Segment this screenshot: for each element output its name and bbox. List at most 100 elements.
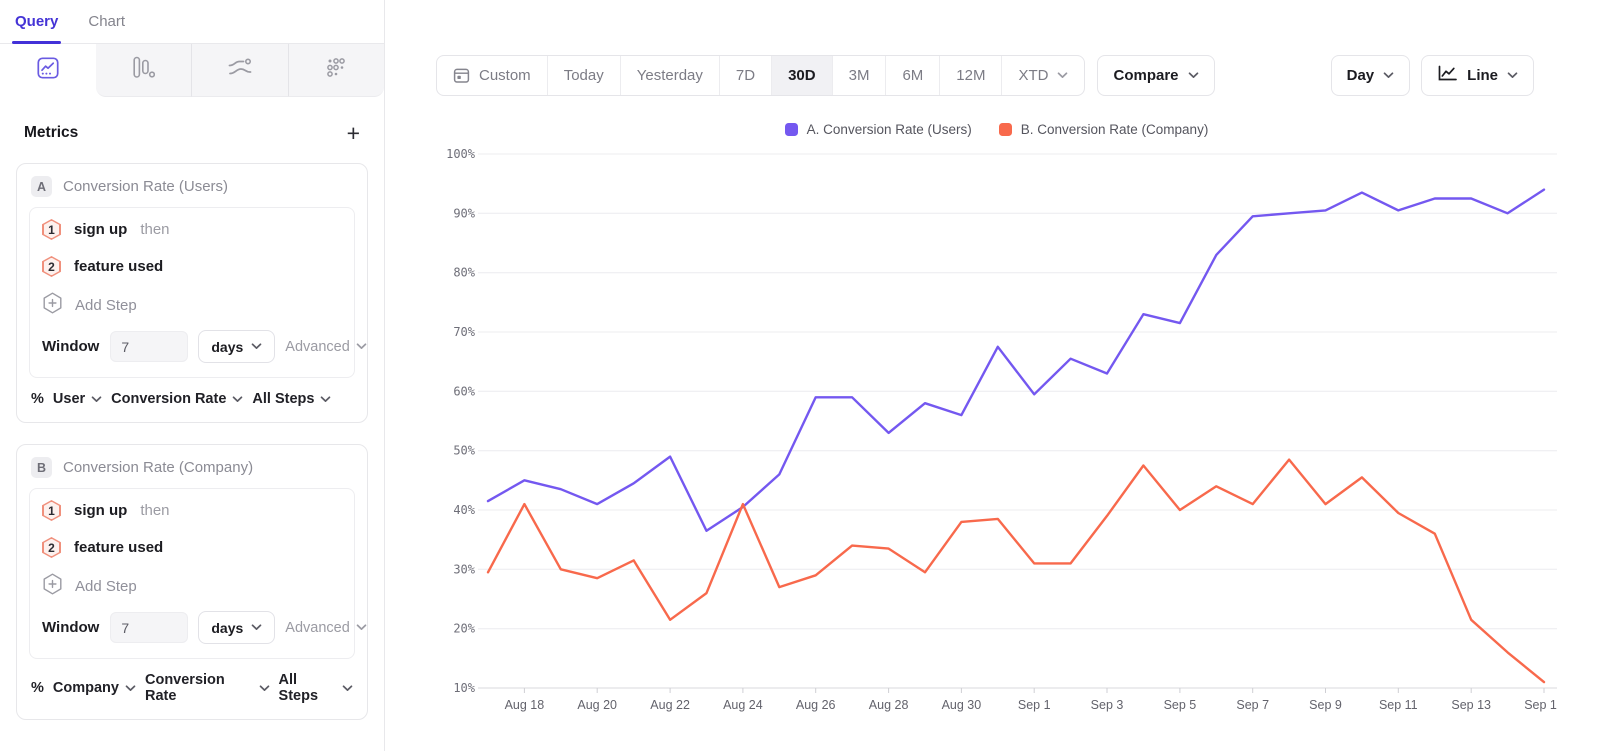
svg-text:Aug 28: Aug 28 [869,698,909,712]
measure-row: % Company Conversion Rate All Steps [17,659,367,719]
range-custom[interactable]: Custom [437,56,547,95]
counting-entity-select[interactable]: Company [53,680,136,696]
funnel-step[interactable]: 1 sign up then [42,492,342,529]
window-unit-select[interactable]: days [198,330,276,363]
svg-text:Sep 7: Sep 7 [1236,698,1269,712]
range-7d[interactable]: 7D [718,56,771,95]
add-step-button[interactable]: Add Step [42,285,342,326]
tab-retention[interactable] [287,44,384,97]
svg-text:Sep 13: Sep 13 [1451,698,1491,712]
funnels-bars-icon [131,56,156,84]
funnel-step[interactable]: 2 feature used [42,248,342,285]
chevron-down-icon [251,343,262,349]
range-12m[interactable]: 12M [939,56,1001,95]
legend-label: A. Conversion Rate (Users) [806,122,972,137]
tab-funnels[interactable] [95,44,191,97]
window-value-input[interactable] [110,331,189,362]
percent-symbol: % [31,391,44,407]
svg-text:30%: 30% [453,562,475,576]
svg-text:10%: 10% [453,681,475,695]
svg-text:Sep 5: Sep 5 [1164,698,1197,712]
steps-scope-select[interactable]: All Steps [279,672,353,704]
svg-text:Aug 18: Aug 18 [505,698,545,712]
svg-text:60%: 60% [453,384,475,398]
chart-toolbar: Custom Today Yesterday 7D 30D 3M 6M 12M XTD Comp… [385,55,1600,96]
step-number-badge: 2 [42,256,61,277]
svg-text:Aug 26: Aug 26 [796,698,836,712]
step-event-name[interactable]: sign up [74,502,128,519]
advanced-toggle[interactable]: Advanced [285,339,367,355]
window-unit-select[interactable]: days [198,611,276,644]
chevron-down-icon [356,624,367,630]
metrics-panel: Metrics + A Conversion Rate (Users) 1 si… [0,97,384,720]
metric-type-select[interactable]: Conversion Rate [145,672,270,704]
range-yesterday[interactable]: Yesterday [619,56,719,95]
chevron-down-icon [259,684,269,691]
step-event-name[interactable]: sign up [74,221,128,238]
chevron-down-icon [1383,72,1394,78]
chevron-down-icon [1188,72,1198,78]
window-value-input[interactable] [110,612,189,643]
hexagon-plus-icon [42,573,63,599]
sidebar-tab-bar: Query Chart [0,0,384,44]
legend-swatch [998,123,1012,136]
calendar-icon [453,68,470,83]
range-xtd[interactable]: XTD [1001,56,1084,95]
metric-title[interactable]: Conversion Rate (Company) [63,459,254,476]
range-3m[interactable]: 3M [831,56,886,95]
legend-item[interactable]: A. Conversion Rate (Users) [784,122,972,137]
chevron-down-icon [91,395,102,402]
funnel-steps-box: 1 sign up then 2 feature used Add Step [29,488,367,659]
svg-text:70%: 70% [453,325,475,339]
chevron-down-icon [125,684,136,691]
svg-text:Aug 22: Aug 22 [650,698,690,712]
funnel-step[interactable]: 1 sign up then [42,211,342,248]
chart-type-select[interactable]: Line [1421,55,1534,96]
chart-legend: A. Conversion Rate (Users) B. Conversion … [431,122,1562,137]
svg-text:Sep 11: Sep 11 [1379,698,1418,712]
step-number-badge: 2 [42,537,61,558]
add-metric-button[interactable]: + [346,120,360,146]
step-number-badge: 1 [42,219,61,240]
compare-button[interactable]: Compare [1097,55,1215,96]
metric-type-select[interactable]: Conversion Rate [111,391,243,407]
range-today[interactable]: Today [546,56,620,95]
tab-query[interactable]: Query [11,0,62,44]
window-label: Window [42,338,100,355]
svg-text:Sep 1: Sep 1 [1018,698,1051,712]
step-event-name[interactable]: feature used [74,258,164,275]
svg-text:Sep 9: Sep 9 [1309,698,1342,712]
granularity-select[interactable]: Day [1330,55,1411,96]
advanced-toggle[interactable]: Advanced [285,620,367,636]
step-number-badge: 1 [42,500,61,521]
metric-title[interactable]: Conversion Rate (Users) [63,178,229,195]
tab-insights[interactable] [0,44,96,97]
svg-text:20%: 20% [453,622,475,636]
step-connector-label: then [140,502,170,519]
range-30d[interactable]: 30D [771,56,832,95]
window-label: Window [42,619,100,636]
percent-symbol: % [31,680,44,696]
chevron-down-icon [1507,72,1518,78]
tab-chart[interactable]: Chart [88,13,126,30]
conversion-line-chart: 100% 90% 80% 70% 60% 50% 40% 30% 20% 10% Aug 18 Aug… [431,140,1564,723]
funnel-steps-box: 1 sign up then 2 feature used Add Step [29,207,367,378]
chevron-down-icon [321,395,331,402]
metric-letter-badge: A [31,176,52,197]
chart-area: Custom Today Yesterday 7D 30D 3M 6M 12M XTD Comp… [385,0,1600,751]
add-step-button[interactable]: Add Step [42,566,342,607]
tab-flows[interactable] [191,44,288,97]
legend-item[interactable]: B. Conversion Rate (Company) [998,122,1208,137]
range-6m[interactable]: 6M [885,56,939,95]
insights-line-chart-icon [37,57,59,84]
funnel-step[interactable]: 2 feature used [42,529,342,566]
chevron-down-icon [1058,72,1068,78]
steps-scope-select[interactable]: All Steps [252,391,331,407]
counting-entity-select[interactable]: User [53,391,102,407]
hexagon-plus-icon [42,292,63,318]
step-event-name[interactable]: feature used [74,539,164,556]
metrics-heading: Metrics [24,124,79,141]
date-range-segmented-control: Custom Today Yesterday 7D 30D 3M 6M 12M XTD [436,55,1086,96]
chevron-down-icon [342,684,353,691]
